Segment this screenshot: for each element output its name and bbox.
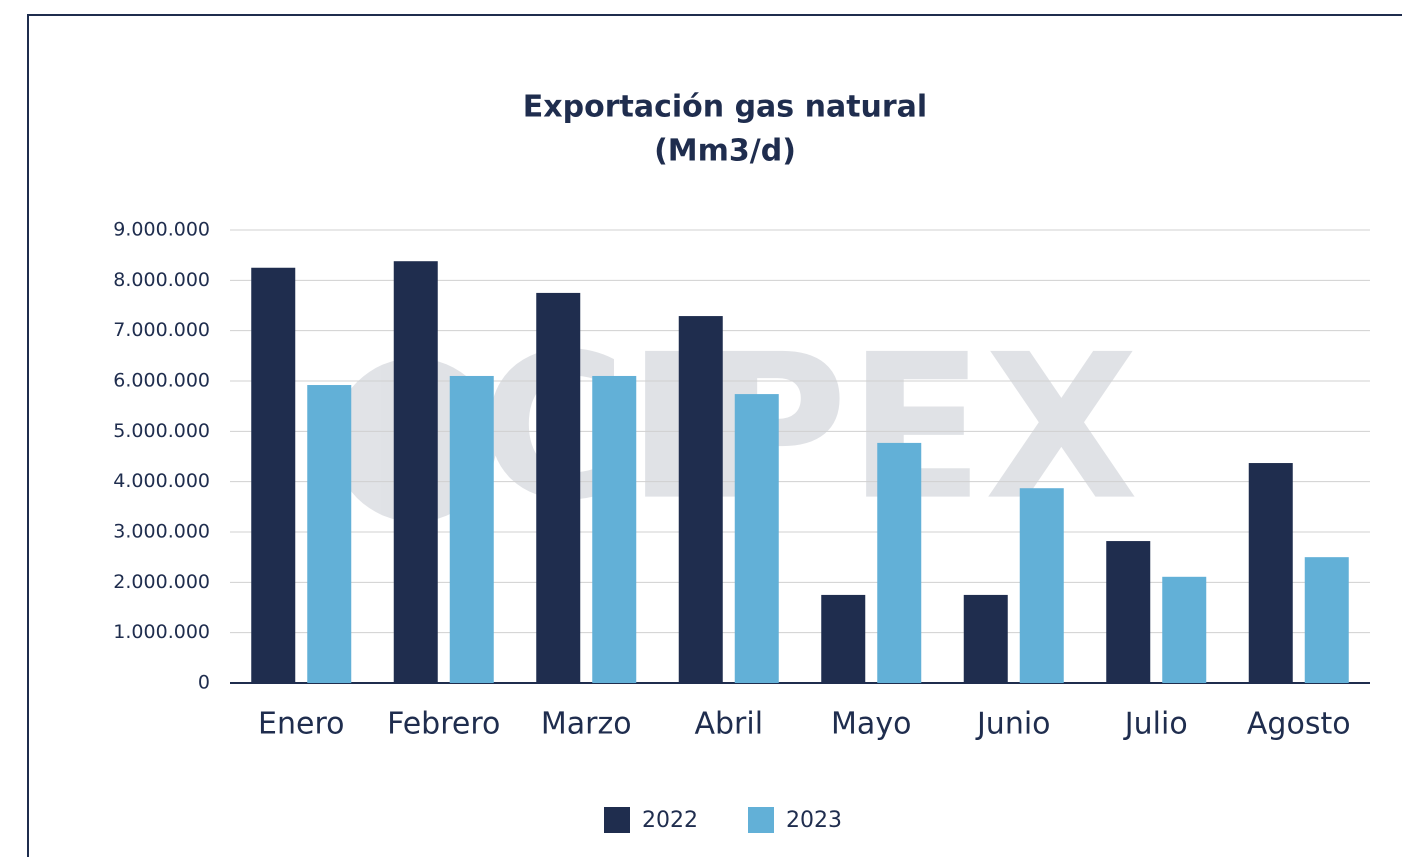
legend-swatch <box>748 807 774 833</box>
bar <box>1248 463 1293 683</box>
bar <box>678 316 723 683</box>
bar <box>1106 541 1151 683</box>
x-tick-label: Marzo <box>541 707 632 742</box>
chart-subtitle: (Mm3/d) <box>654 134 796 169</box>
bar <box>449 375 494 683</box>
bar <box>393 261 438 683</box>
bar <box>1304 557 1349 683</box>
x-tick-label: Febrero <box>387 707 500 742</box>
y-tick-label: 5.000.000 <box>113 420 210 442</box>
y-tick-label: 1.000.000 <box>113 621 210 643</box>
bar <box>821 594 866 683</box>
bar <box>1019 488 1064 683</box>
bar <box>536 292 581 683</box>
bar <box>877 442 922 683</box>
bar <box>592 375 637 683</box>
y-tick-label: 2.000.000 <box>113 571 210 593</box>
y-tick-label: 4.000.000 <box>113 470 210 492</box>
chart-title: Exportación gas natural <box>523 90 927 125</box>
y-tick-label: 3.000.000 <box>113 521 210 543</box>
y-tick-label: 6.000.000 <box>113 370 210 392</box>
legend-swatch <box>604 807 630 833</box>
y-tick-label: 9.000.000 <box>113 219 210 241</box>
bar <box>1162 576 1207 683</box>
legend-label: 2022 <box>642 808 698 833</box>
x-tick-label: Enero <box>258 707 344 742</box>
bar <box>251 267 296 683</box>
x-tick-label: Julio <box>1123 707 1188 742</box>
legend-label: 2023 <box>786 808 842 833</box>
x-tick-label: Junio <box>975 707 1051 742</box>
bar <box>307 385 352 683</box>
x-tick-label: Abril <box>694 707 763 742</box>
y-tick-label: 8.000.000 <box>113 269 210 291</box>
x-tick-label: Agosto <box>1247 707 1351 742</box>
y-tick-label: 7.000.000 <box>113 319 210 341</box>
x-tick-label: Mayo <box>831 707 911 742</box>
bar <box>734 394 779 683</box>
frame <box>27 14 1402 857</box>
y-tick-label: 0 <box>198 672 210 694</box>
bar <box>963 594 1008 683</box>
